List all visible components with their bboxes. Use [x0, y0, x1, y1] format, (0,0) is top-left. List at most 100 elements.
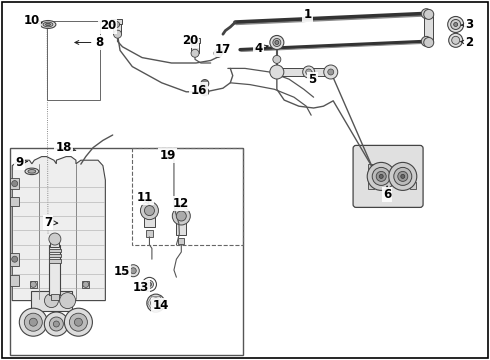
- Bar: [47, 21, 100, 100]
- Circle shape: [192, 40, 198, 46]
- Ellipse shape: [46, 23, 50, 26]
- Bar: [368, 182, 374, 189]
- Circle shape: [449, 33, 463, 47]
- Circle shape: [114, 30, 122, 38]
- Circle shape: [270, 36, 284, 49]
- Bar: [10, 178, 19, 189]
- Circle shape: [74, 318, 82, 326]
- Text: 14: 14: [152, 299, 169, 312]
- FancyBboxPatch shape: [353, 145, 423, 207]
- Circle shape: [143, 278, 156, 291]
- Bar: [368, 164, 374, 171]
- Text: 7: 7: [44, 216, 58, 229]
- Circle shape: [273, 55, 281, 63]
- Circle shape: [328, 69, 334, 75]
- Circle shape: [12, 256, 18, 262]
- Circle shape: [146, 280, 153, 288]
- Circle shape: [201, 88, 209, 96]
- Circle shape: [176, 211, 186, 221]
- Text: 20: 20: [182, 34, 198, 47]
- Circle shape: [379, 174, 383, 179]
- Circle shape: [154, 301, 158, 305]
- Circle shape: [394, 167, 412, 185]
- Circle shape: [389, 162, 417, 190]
- Bar: [49, 248, 61, 252]
- Circle shape: [303, 66, 315, 78]
- Bar: [190, 38, 200, 43]
- Bar: [10, 197, 19, 206]
- Text: 19: 19: [159, 149, 176, 162]
- Bar: [111, 19, 122, 24]
- Circle shape: [29, 318, 37, 326]
- Circle shape: [273, 39, 281, 46]
- Text: 10: 10: [24, 14, 42, 27]
- Circle shape: [424, 9, 434, 19]
- Circle shape: [398, 171, 408, 181]
- Bar: [132, 148, 243, 245]
- Circle shape: [367, 162, 395, 190]
- Bar: [31, 291, 73, 310]
- Bar: [178, 238, 184, 244]
- Circle shape: [127, 265, 139, 277]
- Bar: [49, 254, 61, 257]
- Bar: [10, 253, 19, 266]
- Text: 1: 1: [304, 8, 312, 21]
- Circle shape: [49, 317, 63, 331]
- Circle shape: [114, 22, 120, 27]
- Ellipse shape: [28, 170, 36, 173]
- Circle shape: [451, 19, 461, 30]
- Circle shape: [376, 171, 386, 181]
- Circle shape: [151, 298, 161, 308]
- Circle shape: [401, 174, 405, 179]
- Bar: [424, 13, 433, 42]
- Circle shape: [24, 313, 42, 331]
- Circle shape: [19, 308, 48, 336]
- Circle shape: [130, 268, 136, 274]
- Circle shape: [306, 69, 312, 75]
- Text: 20: 20: [99, 19, 116, 32]
- Bar: [82, 281, 89, 288]
- Bar: [146, 230, 153, 237]
- Ellipse shape: [25, 168, 39, 175]
- Bar: [49, 245, 60, 295]
- Text: 11: 11: [136, 191, 153, 205]
- Ellipse shape: [43, 22, 53, 27]
- Bar: [176, 212, 186, 235]
- Circle shape: [145, 206, 154, 216]
- Circle shape: [448, 17, 464, 32]
- Text: 15: 15: [113, 265, 130, 278]
- Bar: [30, 281, 37, 288]
- Bar: [274, 68, 333, 76]
- Text: 18: 18: [55, 141, 76, 154]
- Circle shape: [64, 308, 93, 336]
- Polygon shape: [12, 157, 105, 301]
- Circle shape: [45, 312, 68, 336]
- Circle shape: [372, 167, 390, 185]
- Text: 17: 17: [215, 43, 231, 56]
- Bar: [113, 20, 121, 34]
- Circle shape: [421, 9, 431, 19]
- Bar: [50, 239, 59, 247]
- Circle shape: [421, 36, 431, 46]
- Text: 2: 2: [461, 36, 473, 49]
- Circle shape: [424, 37, 434, 48]
- Circle shape: [270, 65, 284, 79]
- Circle shape: [30, 282, 36, 287]
- Bar: [10, 148, 243, 355]
- Circle shape: [454, 22, 458, 27]
- Circle shape: [201, 80, 209, 87]
- Circle shape: [147, 282, 151, 287]
- Circle shape: [275, 40, 279, 45]
- Text: 13: 13: [133, 281, 149, 294]
- Circle shape: [70, 313, 87, 331]
- Text: 12: 12: [172, 197, 189, 210]
- Ellipse shape: [40, 21, 56, 28]
- Circle shape: [53, 321, 59, 327]
- Text: 16: 16: [190, 84, 207, 96]
- Circle shape: [214, 49, 222, 57]
- Bar: [51, 294, 59, 300]
- Text: 4: 4: [254, 42, 268, 55]
- Circle shape: [49, 233, 61, 245]
- Bar: [144, 205, 155, 227]
- Circle shape: [141, 202, 158, 220]
